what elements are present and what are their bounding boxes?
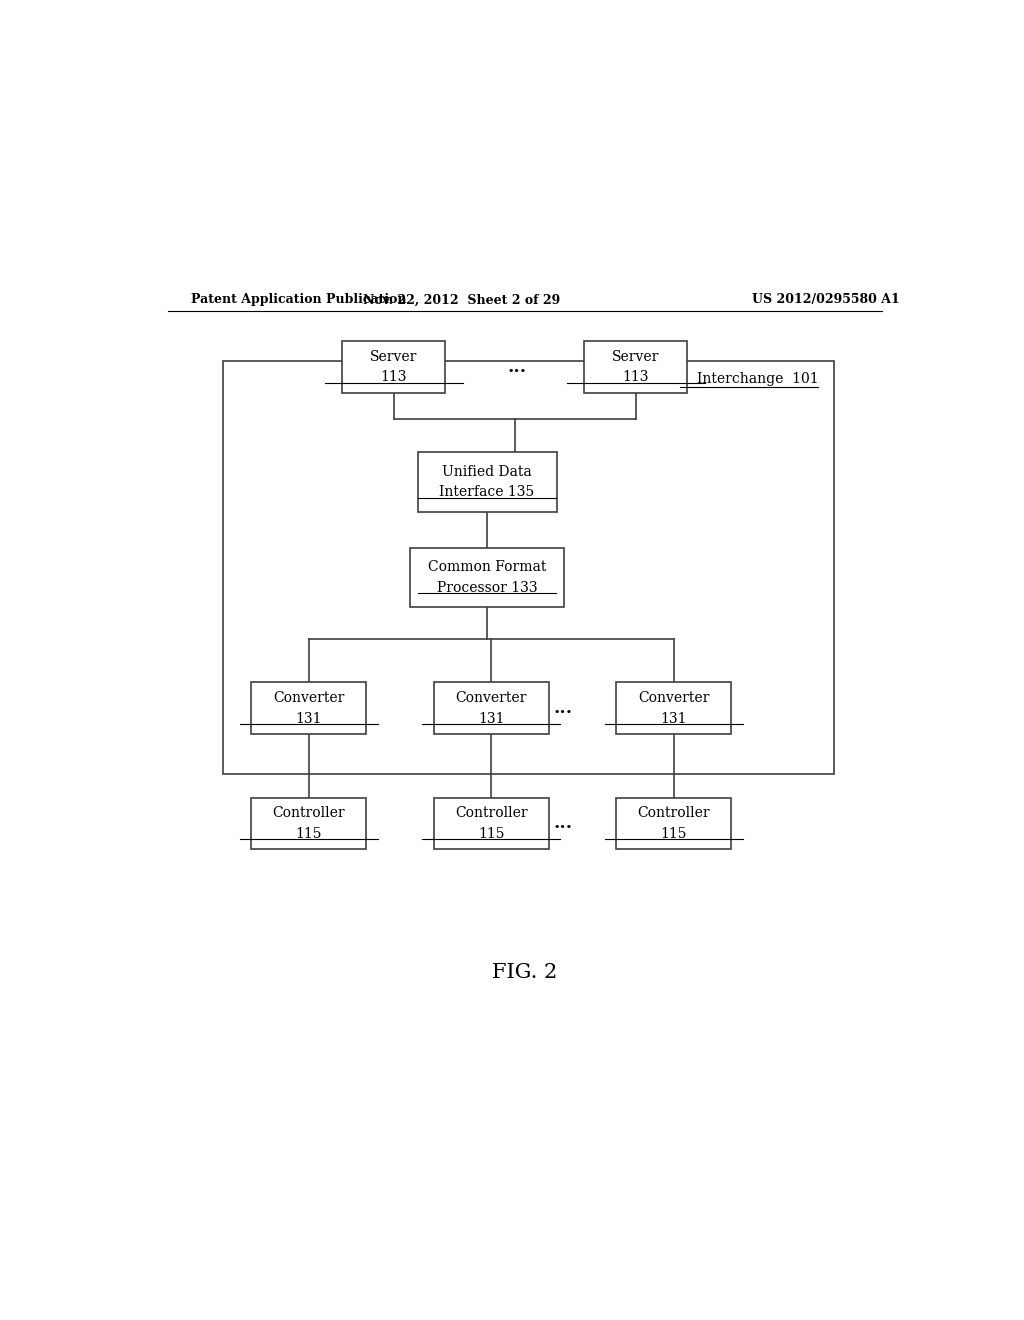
Text: Processor 133: Processor 133	[437, 581, 538, 594]
FancyBboxPatch shape	[342, 342, 445, 393]
Text: 113: 113	[623, 371, 649, 384]
Text: 131: 131	[478, 711, 505, 726]
FancyBboxPatch shape	[410, 548, 564, 607]
Text: Converter: Converter	[638, 690, 710, 705]
Text: Server: Server	[370, 350, 418, 364]
FancyBboxPatch shape	[433, 682, 549, 734]
FancyBboxPatch shape	[418, 453, 557, 512]
Text: Server: Server	[612, 350, 659, 364]
FancyBboxPatch shape	[585, 342, 687, 393]
Text: Controller: Controller	[637, 807, 710, 820]
Text: 115: 115	[478, 826, 505, 841]
Text: Interchange  101: Interchange 101	[696, 371, 818, 385]
Text: 115: 115	[660, 826, 687, 841]
FancyBboxPatch shape	[251, 797, 367, 849]
Text: US 2012/0295580 A1: US 2012/0295580 A1	[753, 293, 900, 306]
Text: 131: 131	[295, 711, 322, 726]
Text: 131: 131	[660, 711, 687, 726]
FancyBboxPatch shape	[251, 682, 367, 734]
Text: Converter: Converter	[456, 690, 526, 705]
Text: Converter: Converter	[272, 690, 344, 705]
Text: ...: ...	[553, 814, 572, 832]
Text: 113: 113	[381, 371, 408, 384]
FancyBboxPatch shape	[433, 797, 549, 849]
Text: FIG. 2: FIG. 2	[493, 962, 557, 982]
Text: 115: 115	[295, 826, 322, 841]
Text: ...: ...	[507, 358, 526, 376]
FancyBboxPatch shape	[616, 797, 731, 849]
FancyBboxPatch shape	[223, 362, 835, 774]
Text: Unified Data: Unified Data	[442, 465, 532, 479]
FancyBboxPatch shape	[616, 682, 731, 734]
Text: Controller: Controller	[272, 807, 345, 820]
Text: Interface 135: Interface 135	[439, 486, 535, 499]
Text: Controller: Controller	[455, 807, 527, 820]
Text: ...: ...	[553, 698, 572, 717]
Text: Patent Application Publication: Patent Application Publication	[191, 293, 407, 306]
Text: Nov. 22, 2012  Sheet 2 of 29: Nov. 22, 2012 Sheet 2 of 29	[362, 293, 560, 306]
Text: Common Format: Common Format	[428, 560, 546, 574]
